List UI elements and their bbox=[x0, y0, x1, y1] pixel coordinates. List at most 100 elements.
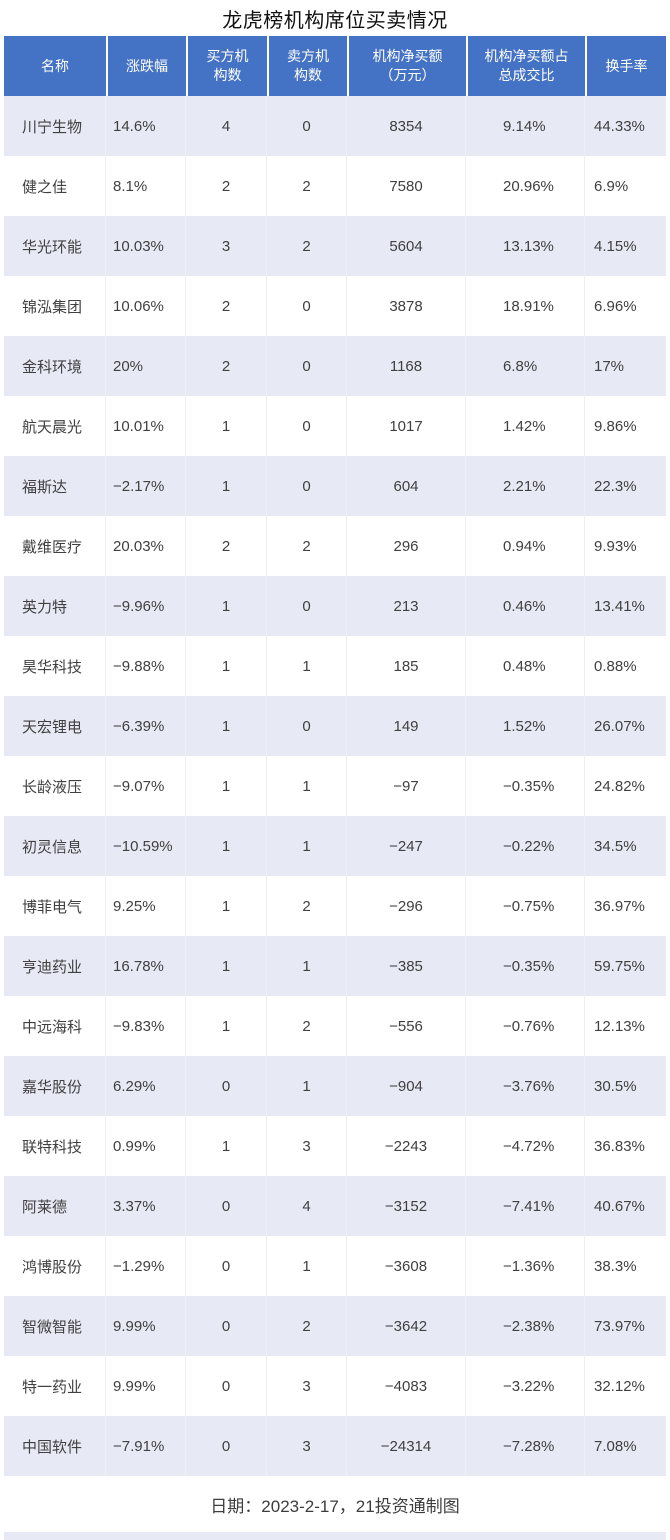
footer-note: 日期：2023-2-17，21投资通制图 bbox=[0, 1476, 670, 1532]
cell-buyers: 1 bbox=[186, 396, 267, 456]
cell-ratio: −0.35% bbox=[466, 756, 585, 816]
cell-change: −6.39% bbox=[106, 696, 186, 756]
cell-name: 初灵信息 bbox=[4, 816, 106, 876]
cell-ratio: 0.46% bbox=[466, 576, 585, 636]
cell-buyers: 1 bbox=[186, 696, 267, 756]
cell-ratio: −0.22% bbox=[466, 816, 585, 876]
cell-net-buy: −385 bbox=[347, 936, 466, 996]
cell-ratio: −0.35% bbox=[466, 936, 585, 996]
cell-buyers: 2 bbox=[186, 516, 267, 576]
cell-sellers: 1 bbox=[267, 936, 347, 996]
cell-change: 8.1% bbox=[106, 156, 186, 216]
cell-ratio: 13.13% bbox=[466, 216, 585, 276]
cell-change: 10.06% bbox=[106, 276, 186, 336]
cell-turnover: 7.08% bbox=[594, 1437, 637, 1455]
cell-buyers: 0 bbox=[186, 1356, 267, 1416]
cell-buyers: 4 bbox=[186, 96, 267, 156]
cell-turnover: 9.93% bbox=[594, 537, 637, 555]
table-body: 川宁生物 14.6% 4 0 8354 9.14% 44.33% 健之佳 8.1% 2 2 7580 2… bbox=[4, 96, 666, 1476]
cell-name: 戴维医疗 bbox=[4, 516, 106, 576]
cell-net-buy: 8354 bbox=[347, 96, 466, 156]
cell-turnover: 59.75% bbox=[594, 957, 645, 975]
table-row: 华光环能 10.03% 3 2 5604 13.13% 4.15% bbox=[4, 216, 666, 276]
cell-turnover: 22.3% bbox=[594, 477, 637, 495]
cell-change: −9.88% bbox=[106, 636, 186, 696]
table-row: 川宁生物 14.6% 4 0 8354 9.14% 44.33% bbox=[4, 96, 666, 156]
table-row: 特一药业 9.99% 0 3 −4083 −3.22% 32.12% bbox=[4, 1356, 666, 1416]
cell-turnover: 40.67% bbox=[594, 1197, 645, 1215]
cell-sellers: 3 bbox=[267, 1116, 347, 1176]
cell-sellers: 0 bbox=[267, 336, 347, 396]
cell-buyers: 1 bbox=[186, 876, 267, 936]
cell-change: 0.99% bbox=[106, 1116, 186, 1176]
cell-sellers: 2 bbox=[267, 996, 347, 1056]
cell-turnover: 32.12% bbox=[594, 1377, 645, 1395]
header-cell-sellers: 卖方机 构数 bbox=[267, 36, 347, 96]
cell-buyers: 0 bbox=[186, 1296, 267, 1356]
cell-sellers: 3 bbox=[267, 1356, 347, 1416]
cell-name: 川宁生物 bbox=[4, 96, 106, 156]
cell-name: 英力特 bbox=[4, 576, 106, 636]
cell-name: 特一药业 bbox=[4, 1356, 106, 1416]
cell-buyers: 0 bbox=[186, 1056, 267, 1116]
cell-sellers: 0 bbox=[267, 456, 347, 516]
cell-sellers: 2 bbox=[267, 876, 347, 936]
cell-net-buy: −3642 bbox=[347, 1296, 466, 1356]
cell-sellers: 3 bbox=[267, 1416, 347, 1476]
cell-net-buy: 3878 bbox=[347, 276, 466, 336]
cell-turnover: 6.96% bbox=[594, 297, 637, 315]
cell-buyers: 1 bbox=[186, 576, 267, 636]
cell-change: −2.17% bbox=[106, 456, 186, 516]
cell-change: 10.03% bbox=[106, 216, 186, 276]
table-row: 英力特 −9.96% 1 0 213 0.46% 13.41% bbox=[4, 576, 666, 636]
cell-net-buy: −24314 bbox=[347, 1416, 466, 1476]
cell-ratio: −0.75% bbox=[466, 876, 585, 936]
cell-ratio: 1.52% bbox=[466, 696, 585, 756]
cell-sellers: 0 bbox=[267, 396, 347, 456]
table-row: 嘉华股份 6.29% 0 1 −904 −3.76% 30.5% bbox=[4, 1056, 666, 1116]
cell-ratio: −7.41% bbox=[466, 1176, 585, 1236]
cell-ratio: 2.21% bbox=[466, 456, 585, 516]
cell-turnover: 13.41% bbox=[594, 597, 645, 615]
cell-net-buy: −3152 bbox=[347, 1176, 466, 1236]
cell-turnover: 34.5% bbox=[594, 837, 637, 855]
bottom-accent-strip bbox=[4, 1532, 666, 1540]
cell-turnover: 44.33% bbox=[594, 117, 645, 135]
cell-turnover: 36.83% bbox=[594, 1137, 645, 1155]
cell-sellers: 2 bbox=[267, 216, 347, 276]
cell-sellers: 0 bbox=[267, 576, 347, 636]
cell-ratio: 18.91% bbox=[466, 276, 585, 336]
cell-name: 联特科技 bbox=[4, 1116, 106, 1176]
cell-name: 昊华科技 bbox=[4, 636, 106, 696]
cell-name: 锦泓集团 bbox=[4, 276, 106, 336]
cell-turnover: 36.97% bbox=[594, 897, 645, 915]
cell-sellers: 4 bbox=[267, 1176, 347, 1236]
header-cell-name: 名称 bbox=[4, 36, 106, 96]
cell-change: 16.78% bbox=[106, 936, 186, 996]
cell-sellers: 1 bbox=[267, 636, 347, 696]
data-table: 名称 涨跌幅 买方机 构数 卖方机 构数 机构净买额 （万元） 机构净买额占 总… bbox=[4, 36, 666, 1476]
header-cell-ratio: 机构净买额占 总成交比 bbox=[466, 36, 585, 96]
cell-buyers: 1 bbox=[186, 456, 267, 516]
cell-turnover: 30.5% bbox=[594, 1077, 637, 1095]
cell-name: 福斯达 bbox=[4, 456, 106, 516]
cell-name: 航天晨光 bbox=[4, 396, 106, 456]
header-cell-change: 涨跌幅 bbox=[106, 36, 186, 96]
cell-ratio: 20.96% bbox=[466, 156, 585, 216]
cell-turnover: 73.97% bbox=[594, 1317, 645, 1335]
cell-ratio: 0.94% bbox=[466, 516, 585, 576]
cell-change: −7.91% bbox=[106, 1416, 186, 1476]
cell-sellers: 1 bbox=[267, 1236, 347, 1296]
cell-change: 9.25% bbox=[106, 876, 186, 936]
table-row: 亨迪药业 16.78% 1 1 −385 −0.35% 59.75% bbox=[4, 936, 666, 996]
cell-net-buy: 213 bbox=[347, 576, 466, 636]
cell-turnover: 0.88% bbox=[594, 657, 637, 675]
cell-buyers: 2 bbox=[186, 336, 267, 396]
cell-name: 健之佳 bbox=[4, 156, 106, 216]
cell-name: 长龄液压 bbox=[4, 756, 106, 816]
cell-change: 20.03% bbox=[106, 516, 186, 576]
table-row: 阿莱德 3.37% 0 4 −3152 −7.41% 40.67% bbox=[4, 1176, 666, 1236]
cell-sellers: 2 bbox=[267, 156, 347, 216]
cell-change: −1.29% bbox=[106, 1236, 186, 1296]
